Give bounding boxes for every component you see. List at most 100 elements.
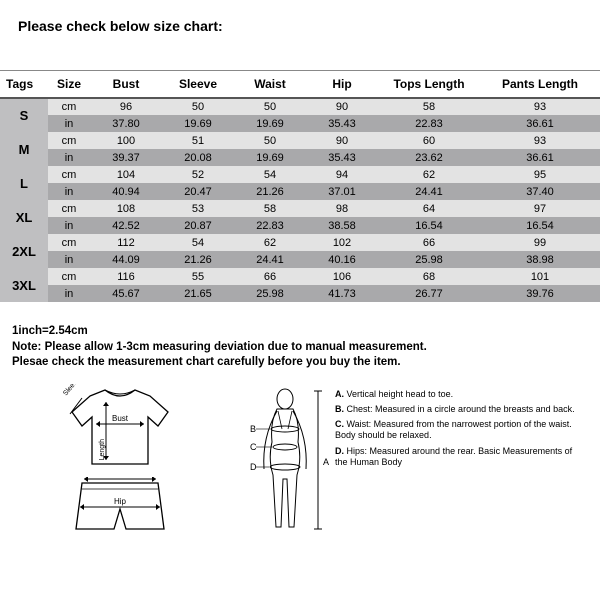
unit-cell: in [48, 115, 90, 132]
col-header: Pants Length [480, 71, 600, 99]
def-c: C. Waist: Measured from the narrowest po… [335, 419, 585, 442]
value-cell: 93 [480, 132, 600, 149]
unit-cell: in [48, 149, 90, 166]
marker-b: B [250, 424, 256, 434]
value-cell: 98 [306, 200, 378, 217]
value-cell: 37.40 [480, 183, 600, 200]
value-cell: 66 [234, 268, 306, 285]
col-header: Tops Length [378, 71, 480, 99]
shorts-diagram: Waist Hip [64, 477, 176, 539]
waist-label: Waist [110, 477, 130, 478]
value-cell: 19.69 [162, 115, 234, 132]
unit-cell: cm [48, 268, 90, 285]
value-cell: 62 [378, 166, 480, 183]
unit-cell: in [48, 183, 90, 200]
value-cell: 24.41 [234, 251, 306, 268]
value-cell: 41.73 [306, 285, 378, 302]
unit-cell: in [48, 217, 90, 234]
value-cell: 66 [378, 234, 480, 251]
unit-cell: cm [48, 132, 90, 149]
col-header: Size [48, 71, 90, 99]
value-cell: 26.77 [378, 285, 480, 302]
hip-label: Hip [114, 497, 127, 506]
value-cell: 90 [306, 132, 378, 149]
table-row: 2XLcm11254621026699 [0, 234, 600, 251]
value-cell: 44.09 [90, 251, 162, 268]
value-cell: 58 [234, 200, 306, 217]
value-cell: 50 [234, 132, 306, 149]
value-cell: 22.83 [234, 217, 306, 234]
value-cell: 39.37 [90, 149, 162, 166]
value-cell: 55 [162, 268, 234, 285]
value-cell: 16.54 [378, 217, 480, 234]
value-cell: 21.26 [234, 183, 306, 200]
value-cell: 90 [306, 98, 378, 115]
value-cell: 35.43 [306, 149, 378, 166]
value-cell: 100 [90, 132, 162, 149]
value-cell: 50 [162, 98, 234, 115]
value-cell: 40.94 [90, 183, 162, 200]
table-row: Lcm1045254946295 [0, 166, 600, 183]
unit-cell: cm [48, 200, 90, 217]
value-cell: 50 [234, 98, 306, 115]
value-cell: 36.61 [480, 115, 600, 132]
note-check: Plesae check the measurement chart caref… [12, 355, 588, 371]
table-row: 3XLcm116556610668101 [0, 268, 600, 285]
sleeve-label: Sleeve [62, 384, 81, 397]
value-cell: 22.83 [378, 115, 480, 132]
bust-label: Bust [112, 414, 129, 423]
table-row: Scm965050905893 [0, 98, 600, 115]
col-header: Waist [234, 71, 306, 99]
col-header: Hip [306, 71, 378, 99]
tag-cell: XL [0, 200, 48, 234]
value-cell: 95 [480, 166, 600, 183]
unit-cell: cm [48, 98, 90, 115]
value-cell: 51 [162, 132, 234, 149]
value-cell: 19.69 [234, 115, 306, 132]
unit-cell: in [48, 285, 90, 302]
value-cell: 93 [480, 98, 600, 115]
value-cell: 38.98 [480, 251, 600, 268]
def-b: B. Chest: Measured in a circle around th… [335, 404, 585, 415]
value-cell: 62 [234, 234, 306, 251]
def-d: D. Hips: Measured around the rear. Basic… [335, 446, 585, 469]
value-cell: 25.98 [234, 285, 306, 302]
length-label: Length [99, 438, 106, 460]
unit-cell: in [48, 251, 90, 268]
page-heading: Please check below size chart: [0, 0, 600, 34]
value-cell: 40.16 [306, 251, 378, 268]
col-header: Sleeve [162, 71, 234, 99]
value-cell: 58 [378, 98, 480, 115]
size-chart-table: TagsSizeBustSleeveWaistHipTops LengthPan… [0, 70, 600, 302]
value-cell: 112 [90, 234, 162, 251]
value-cell: 20.47 [162, 183, 234, 200]
value-cell: 37.80 [90, 115, 162, 132]
tag-cell: 2XL [0, 234, 48, 268]
def-a: A. Vertical height head to toe. [335, 389, 585, 400]
value-cell: 25.98 [378, 251, 480, 268]
table-row: in39.3720.0819.6935.4323.6236.61 [0, 149, 600, 166]
value-cell: 38.58 [306, 217, 378, 234]
value-cell: 54 [234, 166, 306, 183]
tag-cell: S [0, 98, 48, 132]
unit-cell: cm [48, 234, 90, 251]
marker-c: C [250, 442, 257, 452]
value-cell: 99 [480, 234, 600, 251]
tag-cell: M [0, 132, 48, 166]
marker-a: A [323, 457, 329, 467]
value-cell: 23.62 [378, 149, 480, 166]
table-row: in40.9420.4721.2637.0124.4137.40 [0, 183, 600, 200]
value-cell: 20.08 [162, 149, 234, 166]
table-row: in42.5220.8722.8338.5816.5416.54 [0, 217, 600, 234]
col-header: Tags [0, 71, 48, 99]
value-cell: 37.01 [306, 183, 378, 200]
tag-cell: 3XL [0, 268, 48, 302]
tshirt-diagram: Bust Length Sleeve [60, 384, 180, 474]
table-row: XLcm1085358986497 [0, 200, 600, 217]
value-cell: 64 [378, 200, 480, 217]
marker-d: D [250, 462, 257, 472]
value-cell: 35.43 [306, 115, 378, 132]
value-cell: 102 [306, 234, 378, 251]
value-cell: 19.69 [234, 149, 306, 166]
body-diagram: A B C D [240, 387, 330, 537]
